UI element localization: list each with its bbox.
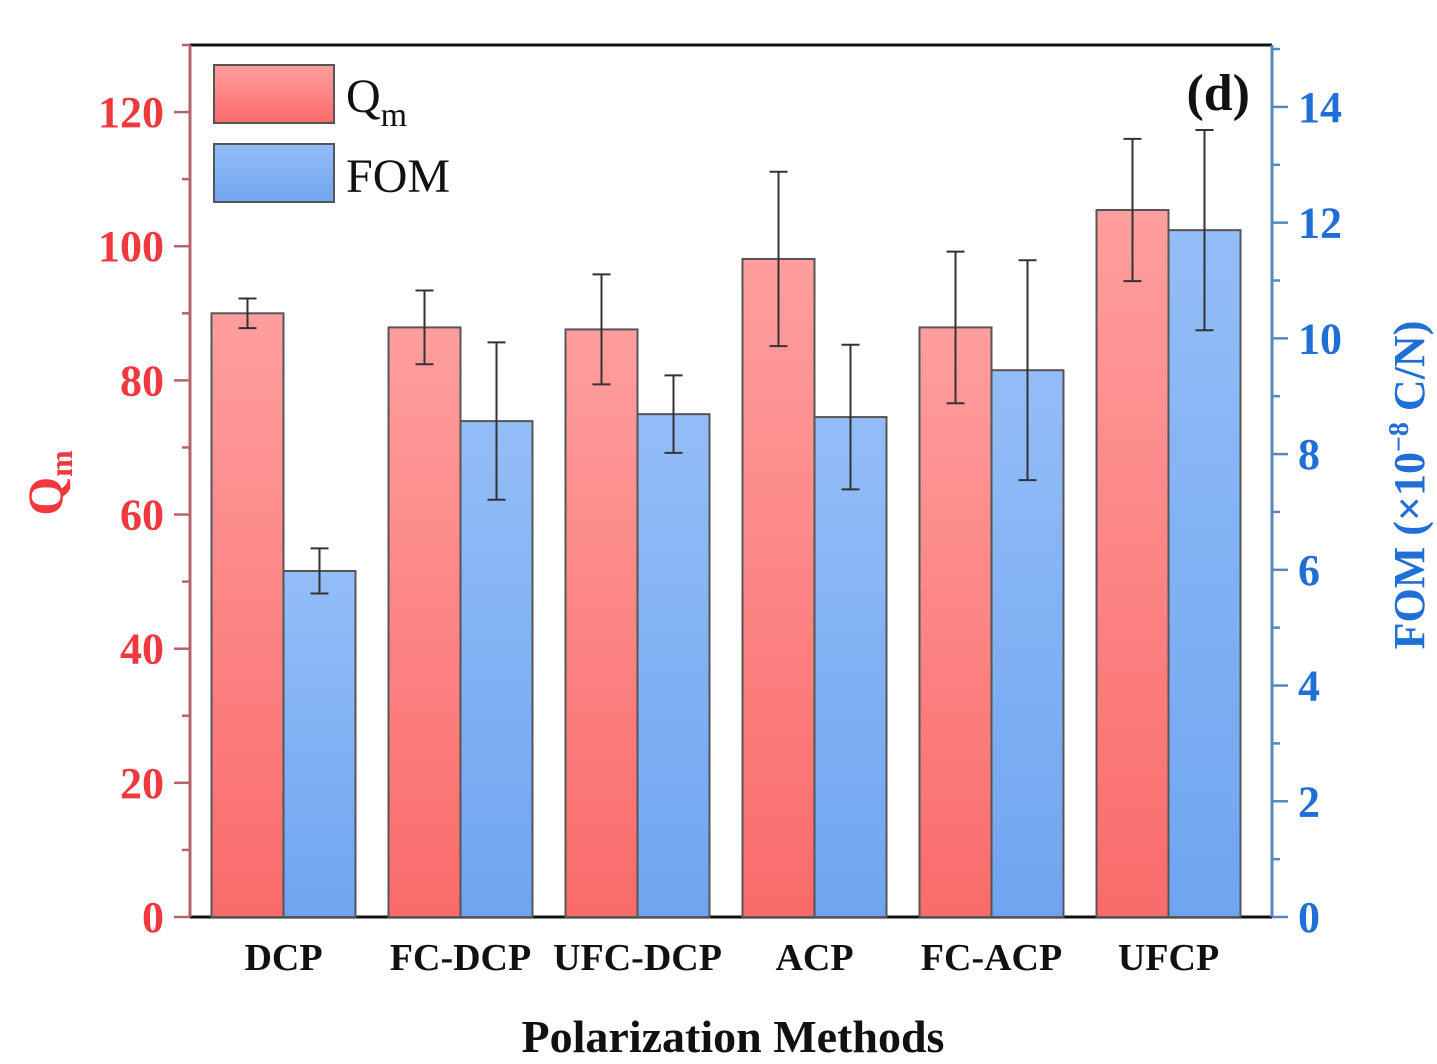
y-label-right-suffix: C/N) <box>1385 321 1434 422</box>
bar-qm-dcp <box>210 312 285 918</box>
legend-swatch-fom <box>213 143 335 203</box>
error-bar-fom-ufc-dcp <box>664 374 683 454</box>
legend: Qm FOM <box>213 64 450 203</box>
y-right-tick-label: 14 <box>1298 83 1342 132</box>
y-right-tick-label: 6 <box>1298 546 1320 595</box>
y-left-tick-label: 80 <box>120 356 164 405</box>
x-tick-label: ACP <box>775 937 853 979</box>
y-axis-label-right: FOM (×10−8 C/N) <box>1384 321 1434 650</box>
error-bar-qm-fc-dcp <box>415 289 434 366</box>
x-tick-label: DCP <box>244 937 322 979</box>
y-left-tick-label: 100 <box>98 222 164 271</box>
bar-qm-ufcp <box>1095 209 1170 919</box>
y-label-left-sub: m <box>43 450 79 477</box>
y-right-tick-label: 4 <box>1298 662 1320 711</box>
x-tick-label: FC-DCP <box>390 937 531 979</box>
bar-qm-ufc-dcp <box>564 328 639 919</box>
error-bar-qm-ufc-dcp <box>592 273 611 386</box>
panel-label: (d) <box>1186 65 1250 122</box>
y-right-tick-label: 12 <box>1298 199 1342 248</box>
y-right-tick-label: 8 <box>1298 430 1320 479</box>
y-right-tick-label: 0 <box>1298 893 1320 942</box>
error-bars-group <box>238 129 1214 595</box>
bar-qm-acp <box>741 257 816 918</box>
bar-fom-fc-dcp <box>459 420 534 918</box>
bar-fom-dcp <box>282 569 357 918</box>
bar-fom-ufcp <box>1167 229 1242 918</box>
error-bar-fom-fc-dcp <box>487 341 506 501</box>
y-left-tick-label: 0 <box>142 893 164 942</box>
y-right-tick-label: 10 <box>1298 314 1342 363</box>
y-axis-label-left: Qm <box>17 450 79 516</box>
bar-qm-fc-acp <box>918 326 993 918</box>
error-bar-fom-acp <box>841 343 860 491</box>
bars-group <box>210 209 1242 919</box>
error-bar-fom-dcp <box>310 547 329 595</box>
y-left-tick-label: 120 <box>98 88 164 137</box>
y-label-right-sup: −8 <box>1384 422 1415 452</box>
y-label-left-main: Q <box>17 477 73 516</box>
x-axis-label: Polarization Methods <box>522 1011 945 1062</box>
error-bar-qm-ufcp <box>1123 137 1142 283</box>
error-bar-qm-fc-acp <box>946 250 965 405</box>
x-tick-label: UFCP <box>1118 937 1219 979</box>
error-bar-fom-fc-acp <box>1018 259 1037 482</box>
y-label-right-prefix: FOM (×10 <box>1385 452 1434 649</box>
y-left-tick-label: 20 <box>120 759 164 808</box>
error-bar-qm-dcp <box>238 297 257 330</box>
error-bar-fom-ufcp <box>1195 129 1214 332</box>
legend-label-fom: FOM <box>346 150 450 203</box>
x-tick-label: UFC-DCP <box>553 937 722 979</box>
legend-label-qm: Qm <box>346 70 407 134</box>
legend-qm-main: Q <box>346 70 381 123</box>
error-bar-qm-acp <box>769 170 788 348</box>
y-axis-left: 0 20 40 60 80 100 120 <box>98 43 192 942</box>
bar-fom-acp <box>813 416 888 918</box>
legend-qm-sub: m <box>381 97 407 134</box>
bar-fom-ufc-dcp <box>636 413 711 918</box>
y-axis-right: 0 2 4 6 8 10 12 14 <box>1270 45 1342 942</box>
bar-qm-fc-dcp <box>387 326 462 918</box>
legend-swatch-qm <box>213 64 335 124</box>
x-tick-labels: DCP FC-DCP UFC-DCP ACP FC-ACP UFCP <box>244 937 1219 979</box>
y-right-tick-label: 2 <box>1298 777 1320 826</box>
y-left-tick-label: 60 <box>120 491 164 540</box>
y-left-tick-label: 40 <box>120 625 164 674</box>
x-tick-label: FC-ACP <box>921 937 1062 979</box>
